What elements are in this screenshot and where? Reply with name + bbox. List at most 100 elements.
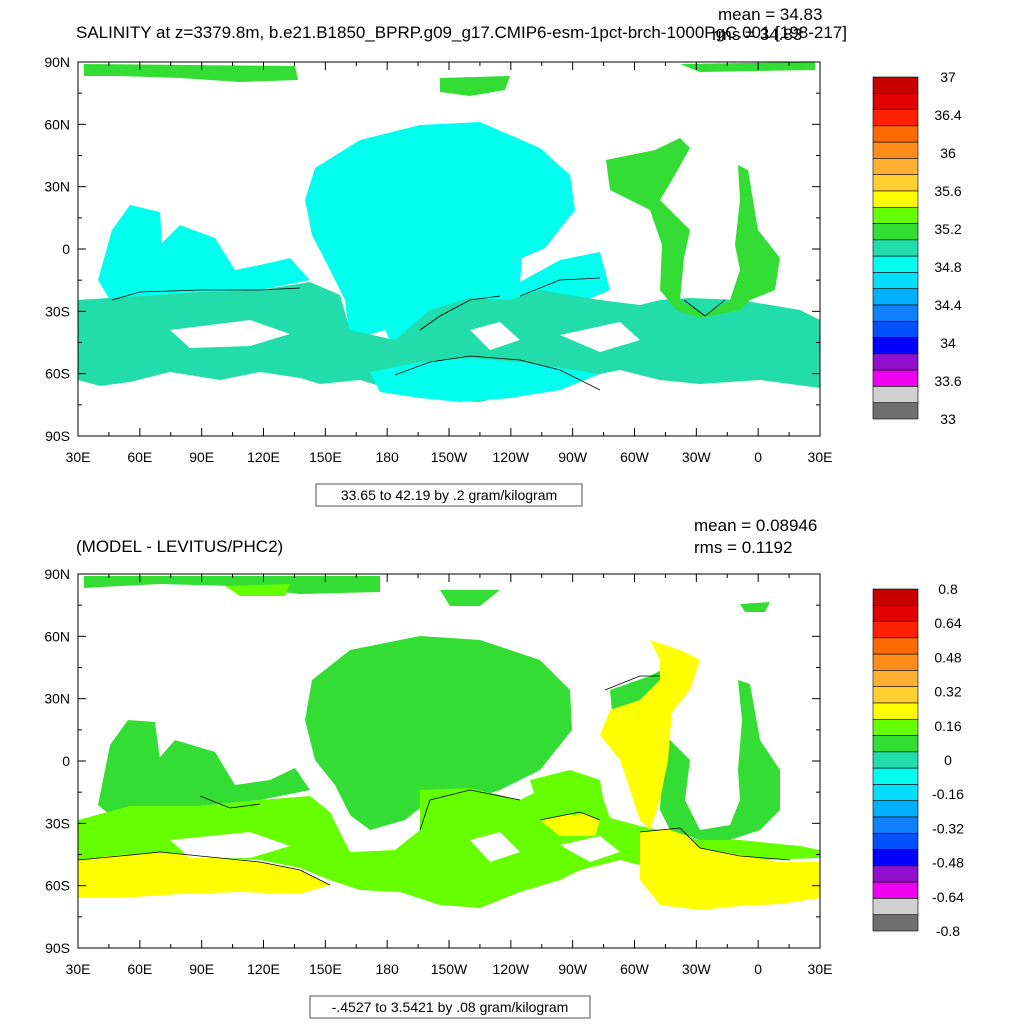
- colorbar-swatch: [872, 109, 919, 127]
- ocean-tropical-yellow: [540, 812, 600, 836]
- colorbar-label: 0.16: [934, 718, 961, 734]
- colorbar-label: 33: [940, 411, 956, 427]
- map-area: 90N 60N 30N 0 30S 60S 90S 30E 60E 90E 120E 150E 180…: [44, 54, 832, 465]
- colorbar-label: 0: [944, 752, 952, 768]
- colorbar-swatch: [872, 174, 919, 192]
- lon-label: 0: [754, 961, 762, 977]
- ocean-indian: [98, 720, 310, 815]
- colorbar-label: 35.2: [934, 221, 961, 237]
- lon-label: 150E: [309, 449, 342, 465]
- lon-label: 0: [754, 449, 762, 465]
- ocean-arctic: [84, 576, 770, 612]
- colorbar-swatch: [872, 881, 919, 899]
- panel-title: (MODEL - LEVITUS/PHC2): [76, 537, 283, 556]
- colorbar-swatch: [872, 686, 919, 704]
- ocean-southern: [78, 282, 820, 402]
- lon-label: 90E: [189, 449, 214, 465]
- lon-label: 180: [375, 449, 399, 465]
- colorbar-swatch: [872, 288, 919, 306]
- colorbar-swatch: [872, 898, 919, 916]
- colorbar-swatch: [872, 92, 919, 110]
- lat-label: 30S: [45, 815, 70, 831]
- latitude-labels: 90N 60N 30N 0 30S 60S 90S: [44, 54, 70, 444]
- colorbar-swatch: [872, 865, 919, 883]
- lon-label: 60E: [127, 961, 152, 977]
- colorbar-label: -0.16: [932, 786, 964, 802]
- colorbar-swatch: [872, 320, 919, 338]
- ocean-southern-cyan: [370, 358, 600, 402]
- lon-label: 120E: [247, 449, 280, 465]
- colorbar-swatch: [872, 735, 919, 753]
- ocean-atlantic-yellow: [600, 640, 700, 830]
- colorbar-label: 0.48: [934, 649, 961, 665]
- lon-label: 180: [375, 961, 399, 977]
- colorbar-swatch: [872, 816, 919, 834]
- lon-label: 30E: [808, 449, 833, 465]
- lat-label: 90N: [44, 566, 70, 582]
- lon-label: 120W: [493, 449, 530, 465]
- colorbar-label: -0.32: [932, 820, 964, 836]
- map-ticks: [77, 61, 821, 437]
- ocean-atlantic-south-yellow: [640, 828, 820, 910]
- colorbar-swatch: [872, 76, 919, 94]
- lat-label: 60S: [45, 878, 70, 894]
- land-masses: [170, 832, 620, 862]
- lon-label: 30W: [682, 961, 712, 977]
- colorbar-swatch: [872, 190, 919, 208]
- colorbar-swatch: [872, 206, 919, 224]
- lon-label: 90W: [558, 961, 588, 977]
- longitude-labels: 30E 60E 90E 120E 150E 180 150W 120W 90W 60W 30W 0 30…: [66, 961, 833, 977]
- colorbar-label: 37: [940, 69, 956, 85]
- colorbar-swatch: [872, 158, 919, 176]
- lon-label: 30E: [66, 961, 91, 977]
- colorbar-label: 33.6: [934, 373, 961, 389]
- lat-label: 60S: [45, 366, 70, 382]
- lat-label: 90N: [44, 54, 70, 70]
- colorbar-label: -0.8: [936, 923, 960, 939]
- ocean-indian: [98, 205, 310, 300]
- colorbar-swatch: [872, 272, 919, 290]
- lon-label: 60W: [620, 449, 650, 465]
- contour-info-frame: [315, 483, 583, 507]
- lon-label: 90W: [558, 449, 588, 465]
- colorbar-swatch: [872, 621, 919, 639]
- colorbar-label: 36.4: [934, 107, 961, 123]
- lon-label: 150W: [431, 449, 468, 465]
- colorbar-swatch: [872, 751, 919, 769]
- colorbar: 37 36.4 36 35.6 35.2 34.8 34.4 34 33.6 33: [872, 69, 962, 427]
- colorbar-swatch: [872, 588, 919, 606]
- colorbar-swatch: [872, 386, 919, 404]
- ocean-southern: [78, 775, 820, 908]
- lon-label: 120E: [247, 961, 280, 977]
- colorbar-label: -0.48: [932, 855, 964, 871]
- colorbar-swatch: [872, 604, 919, 622]
- longitude-labels: 30E 60E 90E 120E 150E 180 150W 120W 90W 60W 30W 0 30…: [66, 449, 833, 465]
- contour-lines: [77, 675, 791, 886]
- lat-label: 0: [62, 241, 70, 257]
- lon-label: 120W: [493, 961, 530, 977]
- rms-label: rms = 0.1192: [694, 538, 792, 557]
- contour-info: -.4527 to 3.5421 by .08 gram/kilogram: [332, 999, 569, 1015]
- latitude-labels: 90N 60N 30N 0 30S 60S 90S: [44, 566, 70, 956]
- colorbar-swatch: [872, 239, 919, 257]
- colorbar-label: 0.32: [934, 684, 961, 700]
- colorbar-swatch: [872, 653, 919, 671]
- lat-label: 30N: [44, 691, 70, 707]
- lat-label: 90S: [45, 428, 70, 444]
- colorbar-swatch: [872, 718, 919, 736]
- colorbar-swatch: [872, 125, 919, 143]
- panel-title: SALINITY at z=3379.8m, b.e21.B1850_BPRP.…: [76, 23, 847, 42]
- lat-label: 60N: [44, 116, 70, 132]
- colorbar-swatch: [872, 353, 919, 371]
- contour-info-box: 33.65 to 42.19 by .2 gram/kilogram: [315, 483, 583, 507]
- ocean-arctic-lime: [225, 584, 290, 596]
- lon-label: 30W: [682, 449, 712, 465]
- colorbar-label: 34.4: [934, 297, 961, 313]
- colorbar-label: 0.8: [938, 581, 958, 597]
- colorbar-swatch: [872, 637, 919, 655]
- contour-info-frame: [309, 995, 591, 1019]
- ocean-tropical-lime: [530, 770, 605, 815]
- colorbar-swatch: [872, 304, 919, 322]
- colorbar-swatch: [872, 369, 919, 387]
